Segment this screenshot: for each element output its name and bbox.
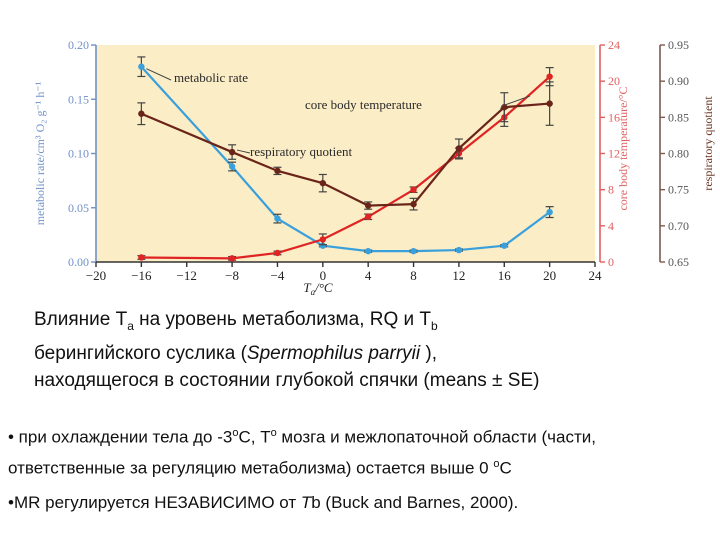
data-point [546,100,553,107]
right-axis-2-tick-label: 0.80 [668,147,689,161]
x-axis-tick-label: −20 [86,268,106,283]
bullet-text: • при охлаждении тела до -3 [8,427,233,447]
right-axis-1-tick-label: 16 [608,110,620,124]
x-axis-tick-label: 4 [365,268,372,283]
data-point [319,179,327,187]
x-axis-title-main: T [303,280,311,295]
data-point [228,255,236,262]
right-axis-1-tick-label: 8 [608,183,614,197]
figure-caption: Влияние Ta на уровень метаболизма, RQ и … [34,306,704,394]
x-axis-title-unit: /°C [314,280,333,295]
data-point [410,186,417,193]
chart: 0.00 0.05 0.10 0.15 0.20 metabolic rate/cm³ O… [33,38,715,297]
data-point [410,247,417,255]
right-axis-2-tick-label: 0.85 [668,110,689,124]
data-point [274,215,281,222]
x-axis-title: Ta/°C [303,280,333,297]
series-label-respiratory-quotient: respiratory quotient [250,144,353,159]
caption-line-2: берингийского суслика (Spermophilus parr… [34,340,704,367]
bullet-text: С [499,458,512,478]
data-point [274,167,281,175]
bullet-text: •MR регулируется НЕЗАВИСИМО от [8,493,301,512]
x-axis-tick-label: 20 [543,268,556,283]
right-axis-1-tick-label: 4 [608,219,614,233]
right-axis-1-tick-label: 0 [608,255,614,269]
x-axis-tick-label: 12 [452,268,465,283]
bullet-2: •MR регулируется НЕЗАВИСИМО от Tb (Buck … [8,490,716,516]
data-point [364,202,372,209]
right-axis-2-tick-label: 0.75 [668,183,689,197]
species-name: Spermophilus parryii [246,342,421,364]
bullet-italic: T [300,493,312,512]
data-point [228,148,236,156]
right-axis-1-tick-label: 20 [608,74,620,88]
x-axis-tick-label: −16 [131,268,152,283]
bullet-text: b (Buck and Barnes, 2000). [311,493,519,512]
right-axis-2-tick-label: 0.70 [668,219,689,233]
x-axis-tick-label: 0 [320,268,327,283]
series-label-leader [501,95,531,107]
left-axis-tick-label: 0.05 [68,201,89,215]
right-axis-2-tick-label: 0.90 [668,74,689,88]
bullet-text: ответственные за регуляцию метаболизма) … [8,458,494,478]
bullet-1-line-2: ответственные за регуляцию метаболизма) … [8,451,716,482]
data-point [228,163,236,170]
data-point [501,242,508,249]
bullet-superscript: о [232,427,239,439]
data-point [138,110,145,117]
data-point [410,200,417,208]
caption-line-3: находящегося в состоянии глубокой спячки… [34,369,540,391]
plot-area [96,45,595,262]
data-point [138,63,145,70]
caption-subscript: b [431,318,438,333]
left-axis-tick-label: 0.20 [68,38,89,52]
bullet-superscript: о [270,427,277,439]
series-3 [137,81,554,211]
x-axis-tick-label: −12 [177,268,197,283]
data-point [455,246,463,254]
series-label-leader [236,149,251,154]
bullet-1-line-1: • при охлаждении тела до -3оС, Tо мозга … [8,420,716,451]
series-1 [137,56,554,255]
caption-text: Влияние T [34,309,128,330]
data-point [546,73,553,80]
x-axis-tick-label: 24 [589,268,603,283]
x-axis-tick-label: −8 [225,268,239,283]
caption-text: ), [420,342,437,364]
x-axis-title-sub: a [311,287,316,297]
left-axis-tick-label: 0.10 [68,147,89,161]
right-axis-1-tick-label: 24 [608,38,620,52]
data-point [364,247,372,255]
right-axis-2-title: respiratory quotient [701,96,715,191]
caption-text: берингийского суслика ( [34,342,247,364]
bullet-superscript: о [493,457,500,470]
series-label-metabolic-rate: metabolic rate [174,70,248,85]
bullet-text: С, T [238,427,271,447]
data-point [319,236,327,243]
series-label-leader [146,68,172,81]
data-point [364,213,372,220]
data-point [546,208,553,216]
x-axis-tick-label: 8 [410,268,417,283]
series-label-core-body-temperature: core body temperature [305,97,422,112]
data-point [455,145,463,152]
data-point [274,249,281,257]
bullet-text: мозга и межлопаточной области (части, [276,427,596,447]
caption-subscript: a [127,318,134,333]
bullet-1: • при охлаждении тела до -3оС, Tо мозга … [8,420,716,481]
x-axis-tick-label: 16 [498,268,512,283]
data-point [319,242,327,249]
data-point [138,254,145,261]
left-axis-tick-label: 0.15 [68,92,89,106]
x-axis-tick-label: −4 [271,268,285,283]
left-axis-tick-label: 0.00 [68,255,89,269]
right-axis-1-title: core body temperature/°C [616,86,630,210]
caption-line-1: Влияние Ta на уровень метаболизма, RQ и … [34,306,704,340]
caption-text: на уровень метаболизма, RQ и T [133,309,432,330]
right-axis-1-tick-label: 12 [608,147,620,161]
right-axis-2-tick-label: 0.95 [668,38,689,52]
left-axis-title: metabolic rate/cm³ O₂ g⁻¹ h⁻¹ [33,81,47,225]
right-axis-2-tick-label: 0.65 [668,255,689,269]
